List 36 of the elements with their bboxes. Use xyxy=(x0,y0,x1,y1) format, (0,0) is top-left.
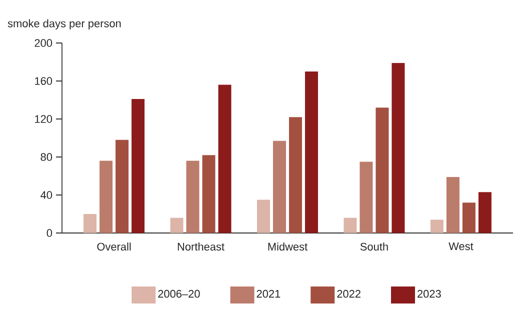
bar xyxy=(273,140,286,233)
y-tick-label: 120 xyxy=(35,115,52,123)
bar xyxy=(430,220,444,233)
bar xyxy=(446,176,460,233)
x-tick-label: Midwest xyxy=(268,242,308,251)
bar xyxy=(478,192,492,233)
legend-label: 2023 xyxy=(418,290,441,298)
bar xyxy=(202,155,216,233)
bar xyxy=(305,72,318,233)
bar xyxy=(376,108,389,233)
legend-label: 2022 xyxy=(337,290,360,298)
y-tick-label: 160 xyxy=(35,77,52,85)
y-tick-label: 200 xyxy=(34,39,52,47)
bar xyxy=(116,140,129,233)
y-tick-label: 40 xyxy=(40,191,52,199)
bar xyxy=(344,218,357,233)
bar xyxy=(462,202,476,233)
bar xyxy=(186,160,200,233)
x-tick-label: Overall xyxy=(97,242,131,251)
bar xyxy=(218,84,232,233)
y-tick-label: 80 xyxy=(40,153,52,161)
bar xyxy=(170,218,184,233)
bar xyxy=(257,200,270,233)
y-axis-title: smoke days per person xyxy=(8,19,121,30)
x-tick-label: South xyxy=(360,242,388,251)
y-tick-label: 0 xyxy=(46,229,52,237)
bar xyxy=(84,214,97,233)
x-tick-label: West xyxy=(448,242,474,250)
bar xyxy=(360,162,373,233)
bar xyxy=(132,99,145,233)
bar xyxy=(289,117,302,233)
legend-label: 2006–20 xyxy=(158,290,200,298)
bar xyxy=(100,160,113,233)
x-tick-label: Northeast xyxy=(178,242,224,251)
bar xyxy=(392,62,405,233)
legend-label: 2021 xyxy=(256,290,280,298)
